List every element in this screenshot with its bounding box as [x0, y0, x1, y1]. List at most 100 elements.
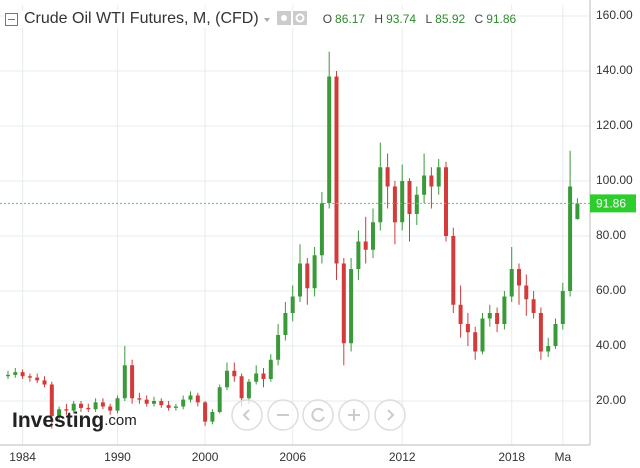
candle-body	[115, 398, 120, 411]
collapse-icon[interactable]	[4, 11, 20, 27]
ohlc-label: C	[474, 12, 484, 26]
y-tick-label: 20.00	[596, 393, 626, 407]
candle-body	[159, 401, 164, 406]
candle-body	[531, 299, 536, 313]
scroll-left-button[interactable]	[231, 399, 263, 431]
dropdown-icon[interactable]	[259, 11, 275, 27]
candle-body	[524, 285, 529, 300]
candle-body	[538, 313, 543, 352]
y-tick-label: 80.00	[596, 228, 626, 242]
candle-body	[392, 186, 397, 223]
candle-body	[465, 324, 470, 333]
x-tick-label: 2006	[279, 450, 306, 464]
ohlc-label: L	[425, 12, 433, 26]
candle-body	[173, 406, 178, 408]
candle-body	[334, 76, 339, 264]
y-tick-label: 160.00	[596, 8, 633, 22]
candle-body	[203, 402, 208, 422]
logo-name: Investing	[12, 409, 104, 432]
candle-body	[473, 332, 478, 352]
ohlc-label: H	[374, 12, 384, 26]
candle-body	[6, 374, 10, 377]
candle-body	[451, 236, 456, 305]
candle-body	[560, 291, 565, 324]
candle-body	[42, 380, 47, 385]
candle-body	[130, 365, 135, 399]
candle-body	[20, 372, 25, 377]
candle-body	[378, 167, 383, 223]
candle-body	[64, 409, 69, 411]
candle-body	[232, 370, 237, 377]
candle-body	[487, 313, 492, 319]
candle-body	[71, 403, 76, 411]
candle-body	[341, 263, 346, 344]
ohlc-value: 93.74	[386, 12, 417, 26]
chart-header: Crude Oil WTI Futures, M, (CFD) O 86.17 H…	[4, 10, 517, 28]
candle-body	[35, 377, 40, 381]
tool-icons[interactable]	[275, 10, 311, 28]
y-tick-label: 120.00	[596, 118, 633, 132]
candle-body	[268, 359, 273, 379]
x-tick-label: 1990	[104, 450, 131, 464]
candle-body	[217, 387, 222, 412]
candle-body	[458, 304, 463, 324]
candle-body	[100, 402, 105, 407]
candle-body	[349, 269, 354, 344]
candle-body	[298, 263, 302, 297]
candle-body	[239, 376, 244, 399]
scroll-right-button[interactable]	[374, 399, 406, 431]
candle-body	[546, 346, 551, 352]
y-tick-label: 140.00	[596, 63, 633, 77]
candle-body	[517, 269, 521, 286]
candle-body	[144, 399, 149, 404]
candle-body	[385, 167, 390, 187]
ohlc-readout: O 86.17 H 93.74 L 85.92 C 91.86	[317, 12, 517, 26]
candle-body	[356, 241, 361, 269]
ohlc-value: 91.86	[486, 12, 517, 26]
candle-body	[429, 175, 434, 187]
candle-body	[480, 318, 485, 352]
candle-body	[422, 175, 427, 195]
candle-body	[79, 403, 83, 408]
candle-body	[305, 263, 310, 289]
last-price-tag	[590, 194, 636, 213]
candle-body	[137, 398, 142, 400]
candle-body	[166, 405, 171, 408]
candle-body	[290, 296, 295, 313]
candle-body	[86, 407, 91, 410]
candle-body	[152, 401, 156, 404]
candle-body	[436, 167, 441, 187]
candle-body	[553, 324, 558, 346]
candle-body	[49, 384, 54, 417]
last-price-label: 91.86	[596, 197, 626, 211]
candle-body	[283, 313, 288, 335]
candle-body	[261, 373, 266, 379]
candle-body	[254, 373, 259, 382]
candle-body	[210, 412, 215, 422]
candle-body	[414, 194, 419, 214]
x-tick-label: 2000	[192, 450, 219, 464]
ohlc-label: O	[322, 12, 333, 26]
candle-body	[108, 406, 113, 411]
candle-body	[407, 181, 412, 214]
nav-buttons	[231, 399, 406, 431]
candle-body	[246, 381, 251, 399]
candle-body	[122, 365, 127, 399]
candle-body	[13, 372, 18, 375]
x-tick-label: 2018	[498, 450, 525, 464]
reset-button[interactable]	[302, 399, 334, 431]
candle-body	[495, 313, 500, 324]
chart-title: Crude Oil WTI Futures, M, (CFD)	[24, 10, 259, 27]
x-tick-label: 2012	[389, 450, 416, 464]
x-tick-label: Ma	[554, 450, 571, 464]
candle-body	[444, 167, 448, 236]
candle-body	[319, 203, 324, 256]
candle-body	[371, 222, 375, 250]
candle-body	[327, 76, 332, 203]
candle-body	[93, 402, 98, 410]
y-tick-label: 100.00	[596, 173, 633, 187]
ohlc-value: 86.17	[335, 12, 366, 26]
candle-body	[568, 186, 573, 291]
